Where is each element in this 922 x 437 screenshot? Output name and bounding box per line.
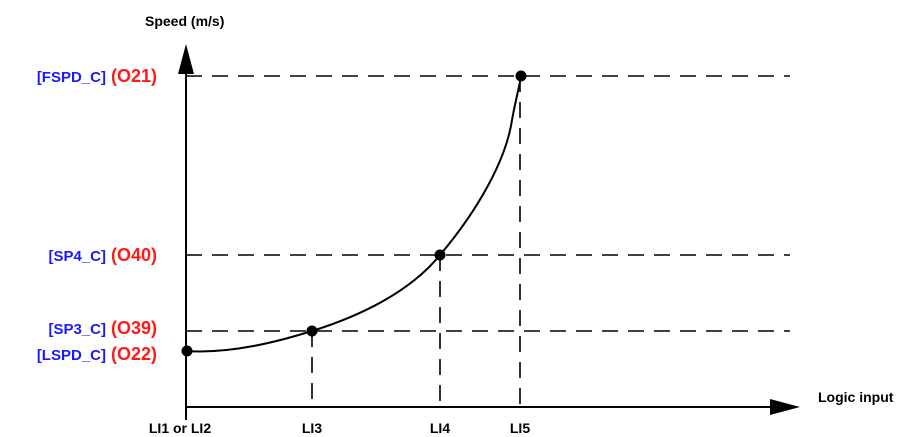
lspd-point (181, 345, 193, 357)
input-label-li3: LI3 (302, 420, 322, 436)
input-label-li4: LI4 (430, 420, 450, 436)
lspd-label: [LSPD_C] (O22) (37, 344, 157, 364)
input-label-li1-li2: LI1 or LI2 (149, 420, 211, 436)
y-axis-arrow-icon (178, 44, 194, 74)
sp3-label: [SP3_C] (O39) (48, 318, 157, 338)
fspd-label: [FSPD_C] (O21) (37, 66, 157, 86)
x-axis-title: Logic input (818, 389, 894, 405)
x-axis-arrow-icon (770, 399, 800, 415)
sp4-label: [SP4_C] (O40) (48, 245, 157, 265)
speed-curve (185, 75, 522, 353)
fspd-point (515, 70, 527, 82)
sp3-point (306, 325, 318, 337)
y-axis-title: Speed (m/s) (145, 13, 224, 29)
sp4-point (434, 249, 446, 261)
input-label-li5: LI5 (510, 420, 530, 436)
